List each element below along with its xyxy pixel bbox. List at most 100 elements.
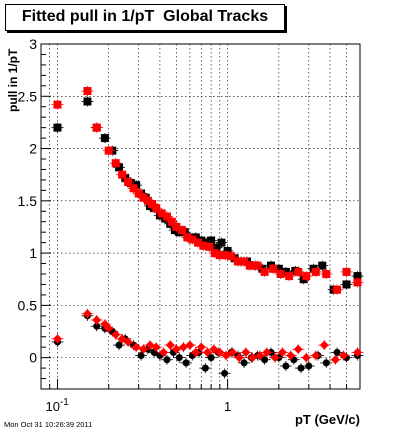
data-point <box>333 285 342 294</box>
data-point <box>245 261 254 270</box>
data-point <box>83 97 92 106</box>
data-point <box>92 315 102 325</box>
data-point <box>311 267 320 276</box>
data-point <box>93 322 101 330</box>
data-point <box>100 134 109 143</box>
data-point <box>137 352 145 360</box>
data-point <box>209 344 219 354</box>
data-point <box>207 236 216 245</box>
data-point <box>294 267 303 276</box>
data-point <box>228 347 238 357</box>
data-point <box>240 257 249 266</box>
data-point <box>175 354 183 362</box>
data-point <box>240 359 248 367</box>
data-point <box>202 347 212 357</box>
data-point <box>318 261 327 270</box>
data-point <box>143 196 152 205</box>
data-point <box>92 123 101 132</box>
data-point <box>115 341 123 349</box>
data-point <box>342 267 351 276</box>
data-point <box>199 241 208 250</box>
data-point <box>260 267 269 276</box>
data-point <box>285 272 294 281</box>
y-axis-label-wrapper: pull in 1/pT <box>6 49 20 126</box>
data-point <box>352 347 362 357</box>
data-point <box>322 270 331 278</box>
data-point <box>185 340 195 350</box>
data-point <box>339 351 349 361</box>
data-point <box>157 209 166 218</box>
data-point <box>151 342 161 352</box>
data-point <box>319 340 329 350</box>
series-1 <box>51 86 364 295</box>
data-point <box>201 364 209 372</box>
y-tick-label: 2.5 <box>18 88 38 104</box>
data-point <box>253 261 262 270</box>
data-point <box>129 184 138 193</box>
data-point <box>53 100 62 109</box>
data-point <box>111 159 120 168</box>
data-point <box>191 347 201 357</box>
data-point <box>330 355 340 365</box>
data-point <box>333 348 341 356</box>
data-point <box>111 330 121 340</box>
data-point <box>241 347 251 357</box>
data-point <box>172 222 181 231</box>
data-point <box>178 226 187 235</box>
x-tick-label: 1 <box>224 399 231 414</box>
data-point <box>353 272 362 281</box>
data-point <box>152 204 161 213</box>
data-point <box>261 356 269 364</box>
data-point <box>311 351 321 361</box>
data-point <box>196 342 206 352</box>
grid-lines <box>40 43 361 389</box>
data-point <box>163 356 171 364</box>
y-tick-label: 3 <box>29 36 37 52</box>
data-point <box>159 347 169 357</box>
data-point <box>115 163 124 172</box>
data-point <box>210 249 219 258</box>
chart-title: Fitted pull in 1/pT Global Tracks <box>21 8 269 25</box>
data-point <box>82 309 92 319</box>
data-point <box>182 359 190 367</box>
plot-frame <box>40 43 361 390</box>
data-point <box>118 170 127 179</box>
data-point <box>293 344 303 354</box>
data-point <box>227 252 236 261</box>
data-point <box>301 353 311 363</box>
x-axis-label: pT (GeV/c) <box>294 412 360 427</box>
data-point <box>217 238 226 247</box>
data-point <box>53 123 62 132</box>
data-point <box>223 247 232 255</box>
data-point <box>104 146 113 155</box>
y-tick-label: 0.5 <box>18 297 38 313</box>
y-tick-label: 0 <box>29 350 37 366</box>
data-point <box>262 347 272 357</box>
data-point <box>221 251 230 260</box>
data-point <box>134 189 143 198</box>
data-point <box>205 242 214 251</box>
chart-title-box: Fitted pull in 1/pT Global Tracks <box>5 4 285 31</box>
data-point <box>165 340 175 350</box>
data-series <box>51 86 364 379</box>
data-point <box>52 334 62 344</box>
data-point <box>221 351 231 361</box>
data-point <box>221 369 229 377</box>
data-point <box>282 362 290 370</box>
data-point <box>194 238 203 247</box>
y-tick-label: 1.5 <box>18 193 38 209</box>
data-point <box>148 199 157 208</box>
timestamp: Mon Oct 31 10:26:39 2011 <box>4 420 93 429</box>
data-point <box>255 351 265 361</box>
data-point <box>297 364 305 372</box>
data-point <box>124 178 133 186</box>
data-point <box>123 337 133 347</box>
data-point <box>302 272 311 281</box>
data-point <box>207 354 215 362</box>
data-point <box>342 280 351 289</box>
data-point <box>270 353 280 363</box>
data-point <box>215 347 225 357</box>
data-point <box>188 235 197 244</box>
data-point <box>281 267 290 276</box>
